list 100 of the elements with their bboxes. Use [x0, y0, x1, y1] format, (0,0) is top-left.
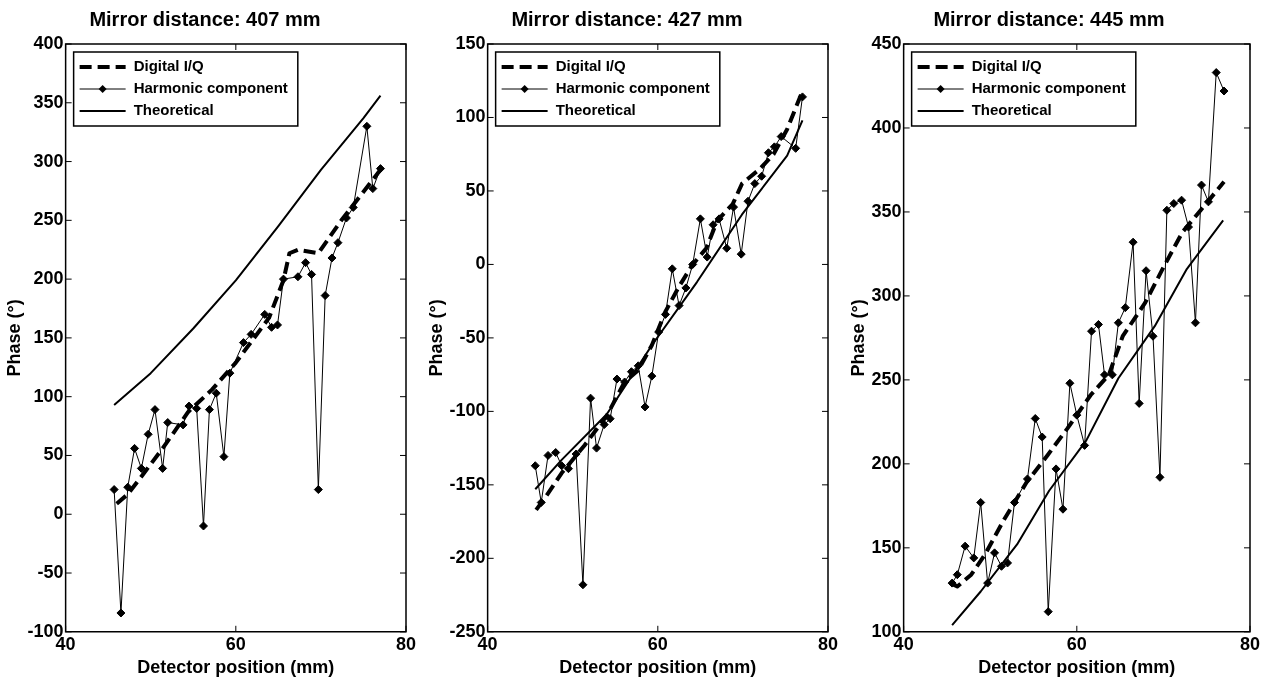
y-tick-label: -50 [37, 561, 64, 582]
y-tick-label: 50 [465, 179, 486, 200]
point [307, 269, 317, 279]
point [1003, 558, 1013, 568]
y-axis-title: Phase (°) [3, 299, 24, 377]
x-tick-label: 80 [817, 633, 839, 654]
point [293, 272, 303, 282]
point [123, 482, 133, 492]
legend-label: Harmonic component [555, 79, 710, 97]
legend-label: Digital I/Q [555, 57, 626, 75]
point [1093, 319, 1103, 329]
y-tick-label: 50 [43, 444, 64, 465]
y-tick-label: -50 [459, 326, 486, 347]
x-tick-label: 60 [647, 633, 668, 654]
point [238, 338, 248, 348]
point [578, 580, 588, 590]
point [1141, 266, 1151, 276]
chart-title: Mirror distance: 445 mm [933, 7, 1165, 30]
y-tick-label: 0 [475, 253, 486, 274]
point [163, 418, 173, 428]
legend-label: Theoretical [555, 101, 636, 119]
point [599, 420, 609, 430]
point [695, 214, 705, 224]
point [150, 405, 160, 415]
point [750, 179, 760, 189]
y-tick-label: 250 [871, 368, 902, 389]
y-tick-label: 250 [33, 209, 64, 230]
point [681, 283, 691, 293]
y-tick-label: 150 [455, 32, 486, 53]
point [571, 449, 581, 459]
point [1197, 180, 1207, 190]
point [204, 405, 214, 415]
point [640, 402, 650, 412]
y-tick-label: -200 [449, 547, 486, 568]
point [1155, 472, 1165, 482]
point [1087, 326, 1097, 336]
point [313, 485, 323, 495]
point [116, 608, 126, 618]
point [667, 264, 677, 274]
point [563, 464, 573, 474]
y-tick-label: 150 [871, 536, 902, 557]
y-tick-label: 200 [33, 268, 64, 289]
y-axis-title: Phase (°) [425, 299, 446, 377]
y-tick-label: 200 [871, 452, 902, 473]
point [592, 443, 602, 453]
y-tick-label: 350 [33, 91, 64, 112]
y-axis-title: Phase (°) [847, 299, 868, 377]
chart-title: Mirror distance: 427 mm [511, 7, 743, 30]
legend-label: Digital I/Q [133, 57, 204, 75]
point [996, 561, 1006, 571]
y-tick-label: 450 [871, 32, 902, 53]
point [551, 448, 561, 458]
x-axis-title: Detector position (mm) [978, 657, 1176, 678]
point [530, 461, 540, 471]
point [1080, 440, 1090, 450]
point [736, 249, 746, 259]
point [757, 171, 767, 181]
point [1100, 370, 1110, 380]
point [1162, 205, 1172, 215]
point [722, 243, 732, 253]
x-tick-label: 60 [225, 633, 246, 654]
legend-label: Harmonic component [133, 79, 288, 97]
point [1128, 237, 1138, 247]
point [158, 463, 168, 473]
point [1058, 504, 1068, 514]
y-tick-label: 100 [33, 385, 64, 406]
point [605, 414, 615, 424]
point [763, 148, 773, 158]
point [1177, 195, 1187, 205]
y-tick-label: 0 [53, 503, 64, 524]
point [368, 184, 378, 194]
point [267, 322, 277, 332]
point [320, 291, 330, 301]
y-tick-label: -100 [449, 400, 486, 421]
point [136, 463, 146, 473]
point [674, 301, 684, 311]
point [362, 121, 372, 131]
y-tick-label: -150 [449, 473, 486, 494]
point [1169, 199, 1179, 209]
point [952, 570, 962, 580]
point [1113, 318, 1123, 328]
point [1107, 370, 1117, 380]
legend-label: Theoretical [971, 101, 1052, 119]
point [990, 548, 1000, 558]
point [1219, 86, 1229, 96]
point [198, 521, 208, 531]
point [983, 578, 993, 588]
y-tick-label: 150 [33, 326, 64, 347]
point [557, 461, 567, 471]
y-tick-label: 350 [871, 200, 902, 221]
point [184, 401, 194, 411]
y-tick-label: 100 [455, 106, 486, 127]
point [1120, 303, 1130, 313]
point [109, 485, 119, 495]
point [246, 329, 256, 339]
point [1190, 318, 1200, 328]
point [1211, 68, 1221, 78]
point [976, 497, 986, 507]
y-tick-label: 400 [33, 32, 64, 53]
point [327, 253, 337, 263]
